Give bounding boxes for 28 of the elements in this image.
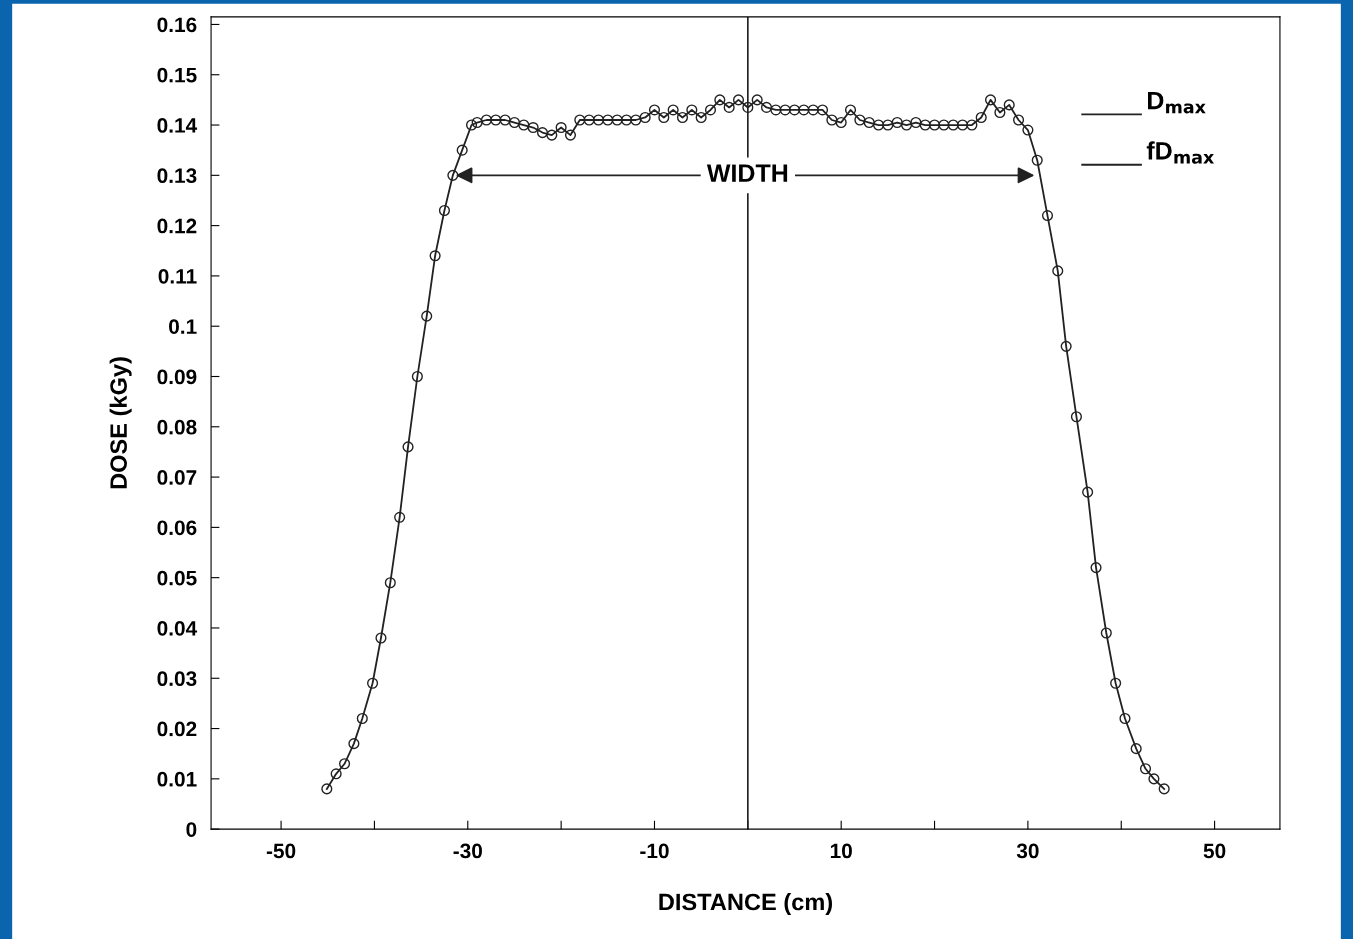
annotation: fD$_{max}$ bbox=[1146, 141, 1215, 164]
y-tick-label: 0.07 bbox=[157, 470, 197, 485]
y-tick-label: 0.1 bbox=[169, 319, 197, 334]
y-tick-label: 0.03 bbox=[157, 671, 197, 687]
y-tick-label: 0.14 bbox=[157, 118, 198, 133]
x-tick-label: 10 bbox=[830, 843, 852, 859]
y-tick-label: 0.04 bbox=[157, 620, 198, 636]
y-tick-label: 0.12 bbox=[157, 218, 197, 234]
x-tick-label: -30 bbox=[453, 843, 482, 859]
y-tick-label: 0 bbox=[186, 822, 197, 837]
y-tick-label: 0.05 bbox=[157, 570, 197, 586]
x-tick-label: -50 bbox=[266, 843, 296, 859]
x-tick-label: 50 bbox=[1203, 843, 1226, 859]
y-tick-label: 0.13 bbox=[157, 168, 197, 184]
y-tick-label: 0.15 bbox=[157, 67, 197, 83]
y-tick-label: 0.16 bbox=[157, 17, 197, 33]
y-axis-title: DOSE (kGy) bbox=[109, 357, 132, 489]
y-tick-label: 0.02 bbox=[157, 721, 197, 737]
y-tick-label: 0.06 bbox=[157, 520, 197, 536]
y-tick-label: 0.11 bbox=[158, 268, 197, 284]
y-tick-label: 0.01 bbox=[157, 771, 197, 787]
x-tick-label: -10 bbox=[640, 843, 669, 859]
y-tick-label: 0.08 bbox=[157, 419, 197, 435]
y-tick-label: 0.09 bbox=[157, 369, 197, 385]
x-axis-title: DISTANCE (cm) bbox=[659, 893, 833, 916]
annotation: D$_{max}$ bbox=[1148, 91, 1206, 114]
x-tick-label: 30 bbox=[1016, 843, 1039, 859]
annotation: WIDTH bbox=[706, 164, 788, 182]
